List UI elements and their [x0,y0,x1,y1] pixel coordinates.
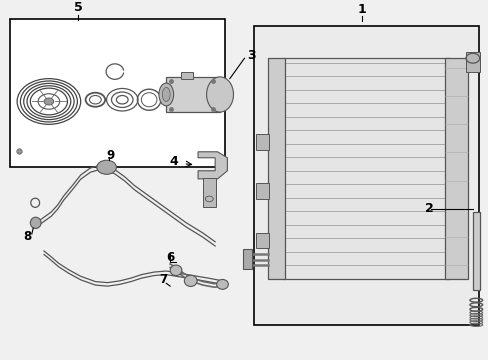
Text: 3: 3 [247,49,256,62]
Text: 6: 6 [166,251,174,264]
Text: 9: 9 [106,149,114,162]
Text: 4: 4 [169,155,178,168]
Ellipse shape [30,217,41,229]
Text: 8: 8 [23,230,31,243]
Text: 7: 7 [159,273,166,286]
Bar [255,134,269,150]
Circle shape [44,98,54,105]
Text: 1: 1 [357,3,366,16]
Bar [255,233,269,248]
Bar [472,212,479,290]
Bar [203,178,215,207]
Bar [465,52,479,72]
Bar [166,77,220,112]
Bar [181,72,193,78]
Text: 5: 5 [74,1,82,14]
Ellipse shape [162,87,170,102]
Bar [10,19,224,167]
Bar [267,58,285,279]
Bar [254,26,478,325]
Polygon shape [198,152,227,179]
Ellipse shape [216,279,228,289]
Text: 2: 2 [425,202,433,215]
Circle shape [97,160,116,174]
Bar [243,249,251,269]
Ellipse shape [170,265,182,276]
Polygon shape [283,58,449,279]
Bar [255,184,269,199]
Ellipse shape [159,83,173,106]
Bar [444,58,468,279]
Ellipse shape [184,275,197,287]
Ellipse shape [206,77,233,112]
